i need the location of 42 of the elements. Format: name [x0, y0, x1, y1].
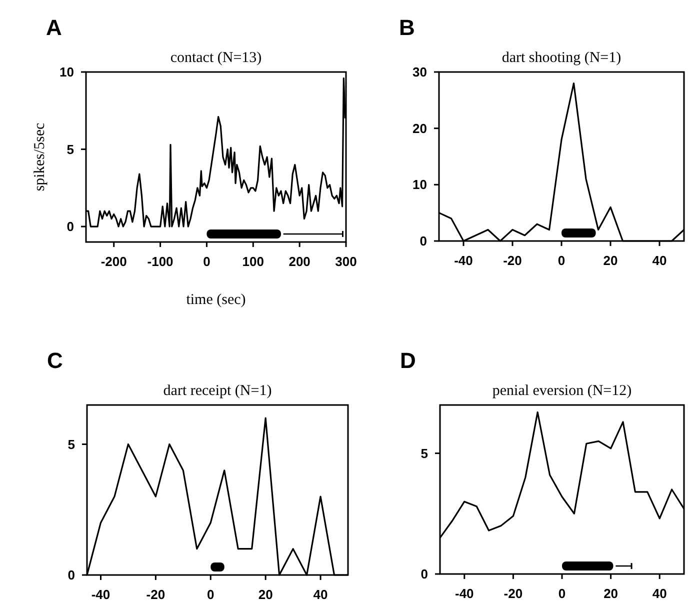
y-tick-label: 20: [412, 120, 427, 136]
y-tick-label: 0: [420, 566, 428, 582]
text: C: [47, 348, 63, 373]
x-tick-label: 0: [558, 586, 566, 601]
x-tick-label: 0: [558, 253, 566, 268]
x-tick-label: -20: [503, 253, 522, 268]
y-tick-label: 0: [68, 568, 75, 583]
y-tick-label: 5: [66, 142, 74, 157]
x-tick-label: 20: [258, 587, 273, 602]
text: B: [399, 15, 415, 40]
y-tick-label: 30: [412, 64, 427, 80]
y-tick-label: 10: [60, 64, 74, 80]
x-tick-label: -20: [504, 586, 523, 601]
y-axis-title: spikes/5sec: [32, 122, 48, 192]
x-tick-label: 20: [604, 586, 618, 601]
x-tick-label: 20: [603, 253, 618, 268]
chart-title: dart shooting (N=1): [502, 50, 622, 66]
x-tick-label: -100: [147, 254, 174, 269]
y-tick-label: 0: [420, 234, 427, 249]
x-tick-label: 0: [203, 254, 210, 269]
x-tick-label: -40: [454, 253, 473, 268]
x-tick-label: 300: [335, 254, 357, 269]
text: A: [46, 15, 62, 40]
x-tick-label: 200: [288, 254, 310, 269]
x-tick-label: -40: [91, 587, 110, 602]
x-tick-label: -40: [455, 586, 474, 601]
y-tick-label: 10: [412, 177, 427, 192]
x-tick-label: 40: [652, 253, 667, 268]
chart-title: contact (N=13): [170, 50, 262, 66]
x-tick-label: -20: [146, 587, 166, 602]
y-tick-label: 5: [420, 446, 428, 461]
text: D: [400, 348, 416, 373]
chart-title: penial eversion (N=12): [492, 383, 632, 399]
x-axis-title: time (sec): [186, 292, 246, 308]
x-tick-label: 0: [207, 587, 214, 602]
y-tick-label: 0: [66, 219, 74, 234]
y-tick-label: 5: [68, 436, 75, 452]
x-tick-label: 40: [313, 587, 328, 602]
x-tick-label: 100: [242, 254, 264, 269]
x-tick-label: 40: [652, 586, 667, 601]
x-tick-label: -200: [100, 254, 127, 269]
chart-title: dart receipt (N=1): [163, 383, 272, 399]
